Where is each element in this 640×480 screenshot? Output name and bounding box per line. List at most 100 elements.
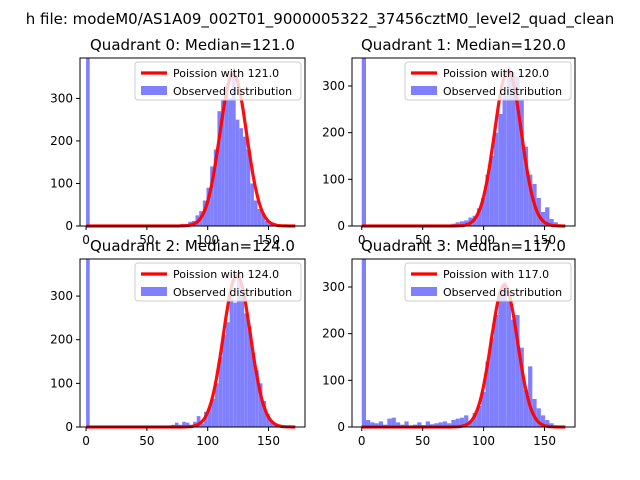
histogram-bar (451, 420, 456, 427)
legend-box (404, 262, 572, 302)
legend-line-label: Poission with 121.0 (173, 67, 279, 80)
histogram-bar (459, 221, 465, 226)
histogram-bar (215, 383, 219, 427)
histogram-bar (417, 422, 422, 427)
histogram-bar (549, 219, 554, 226)
histogram-bar (485, 174, 490, 226)
legend-hist-label: Observed distribution (173, 286, 292, 299)
histogram-bar (246, 149, 251, 226)
x-tick-label: 100 (472, 434, 495, 448)
quadrant-title: Quadrant 3: Median=117.0 (361, 237, 566, 255)
histogram-bar (211, 398, 215, 427)
legend-box (134, 61, 302, 101)
histogram-bar (506, 301, 512, 427)
histogram-bar (200, 423, 205, 427)
x-tick-label: 0 (82, 233, 90, 247)
histogram-bar (434, 423, 439, 427)
legend-hist-swatch (141, 287, 167, 296)
histogram-bar (387, 418, 392, 427)
histogram-bar (86, 259, 90, 427)
histogram-bar (493, 132, 499, 226)
y-tick-label: 300 (50, 289, 73, 303)
histogram-bar (468, 421, 473, 427)
histogram-bar (182, 421, 186, 427)
histogram-bar (207, 407, 212, 427)
quadrant-title: Quadrant 1: Median=120.0 (361, 36, 566, 54)
quadrant-2-panel: 0 50 100 150 0 100 200 300 Quadrant 2: Median=12… (50, 237, 306, 448)
histogram-bar (378, 421, 384, 427)
axes-frame (79, 57, 306, 227)
histogram-bar (217, 111, 222, 226)
histogram-bar (174, 422, 179, 427)
histogram-bar (221, 100, 225, 226)
histogram-bar (253, 200, 258, 226)
histogram-bar (545, 420, 550, 427)
histogram-bar (370, 422, 375, 427)
histogram-bar (233, 302, 237, 427)
x-tick-label: 100 (472, 233, 495, 247)
legend-line-label: Poission with 124.0 (173, 268, 279, 281)
histogram-bar (545, 207, 550, 226)
histogram-bar (528, 174, 533, 226)
histogram-bar (519, 347, 524, 427)
histogram-bar (502, 95, 507, 226)
histogram-bar (489, 156, 494, 226)
histogram-bar (498, 291, 503, 427)
y-tick-label: 100 (50, 376, 73, 390)
histogram-bar (519, 100, 524, 226)
legend-box (134, 262, 302, 302)
legend-hist-swatch (141, 86, 167, 95)
histogram-bar (206, 187, 211, 226)
y-tick-label: 200 (50, 134, 73, 148)
histogram-bar (225, 322, 230, 427)
histogram-bar (528, 366, 533, 427)
y-tick-label: 200 (322, 126, 345, 140)
legend-line-label: Poission with 120.0 (443, 67, 549, 80)
y-tick-label: 100 (322, 172, 345, 186)
histogram-bar (222, 335, 226, 427)
histogram-bar (213, 149, 218, 226)
histogram-bar (447, 423, 452, 427)
y-tick-label: 100 (50, 176, 73, 190)
histogram-bar (511, 72, 516, 226)
histogram-bar (228, 98, 233, 226)
histogram-bar (498, 114, 503, 226)
histogram-bar (261, 213, 265, 226)
x-tick-label: 50 (415, 233, 430, 247)
histogram-bar (235, 119, 240, 226)
histogram-bar (540, 415, 546, 427)
legend-hist-label: Observed distribution (443, 286, 562, 299)
x-tick-label: 150 (533, 233, 556, 247)
y-tick-label: 0 (65, 420, 73, 434)
histogram-bar (262, 400, 267, 427)
histogram-bar (532, 399, 537, 427)
histogram-bar (455, 418, 460, 427)
histogram-bar (391, 417, 396, 427)
x-tick-label: 150 (257, 434, 280, 448)
axes-frame (351, 258, 576, 428)
quadrant-title: Quadrant 0: Median=121.0 (90, 36, 295, 54)
x-tick-label: 100 (196, 434, 219, 448)
y-tick-label: 0 (65, 219, 73, 233)
histogram-bar (196, 416, 201, 427)
histogram-bar (438, 422, 443, 427)
histogram-bar (536, 408, 541, 427)
histogram-bar (472, 413, 477, 427)
histogram-bar (232, 70, 236, 226)
x-tick-label: 50 (139, 233, 154, 247)
x-tick-label: 0 (82, 434, 90, 448)
histogram-bar (236, 272, 241, 427)
histogram-bar (247, 326, 252, 427)
histogram-bar (204, 411, 208, 427)
y-tick-label: 300 (50, 91, 73, 105)
legend-line-label: Poission with 117.0 (443, 268, 549, 281)
y-tick-label: 0 (337, 420, 345, 434)
x-tick-label: 0 (358, 434, 366, 448)
y-tick-label: 200 (50, 333, 73, 347)
histogram-bar (244, 313, 248, 427)
axes-frame (79, 258, 306, 428)
histogram-bar (464, 415, 469, 427)
histogram-bar (476, 208, 482, 226)
histogram-bar (269, 421, 274, 427)
legend-hist-label: Observed distribution (443, 85, 562, 98)
